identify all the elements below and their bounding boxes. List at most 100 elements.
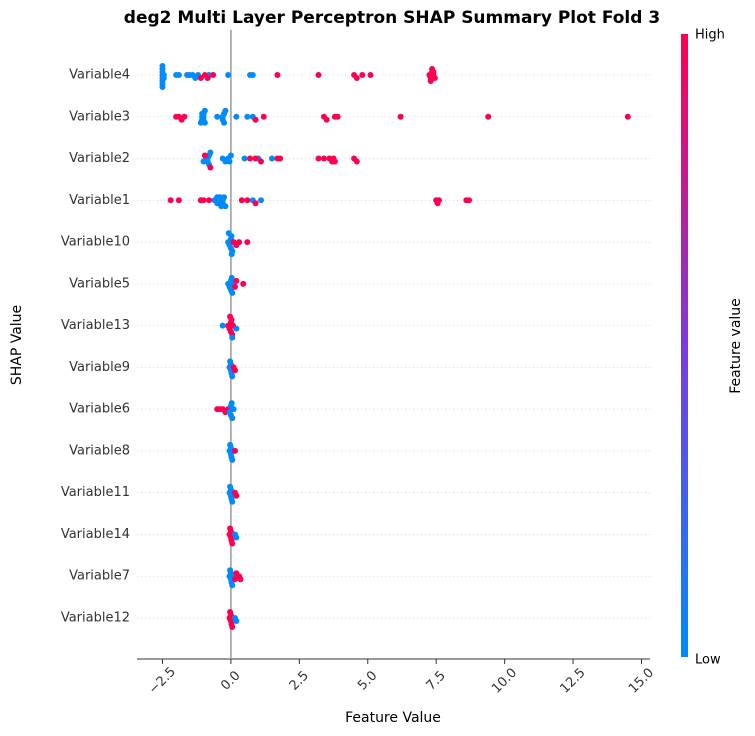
- shap-dot: [222, 107, 229, 114]
- shap-dot: [181, 113, 188, 120]
- shap-dot: [252, 155, 259, 162]
- shap-dot: [260, 113, 267, 120]
- shap-dot: [247, 155, 254, 162]
- shap-dot: [201, 119, 208, 126]
- shap-dot: [229, 582, 236, 589]
- shap-dot: [204, 75, 211, 81]
- shap-dot: [233, 277, 240, 284]
- shap-dot: [233, 534, 240, 541]
- x-tick-label: 10.0: [489, 665, 520, 696]
- shap-dot: [197, 119, 204, 126]
- shap-dot: [353, 75, 360, 81]
- y-tick-label: Variable11: [61, 485, 130, 500]
- shap-dot: [159, 84, 166, 90]
- shap-dot: [200, 197, 207, 204]
- y-tick-label: Variable6: [69, 402, 130, 417]
- shap-dot: [244, 113, 251, 120]
- shap-dot: [219, 322, 226, 329]
- y-tick-label: Variable5: [69, 276, 130, 291]
- y-tick-label: Variable2: [69, 151, 130, 166]
- shap-dot: [252, 200, 259, 207]
- shap-dot: [244, 197, 251, 204]
- shap-dot: [232, 367, 239, 374]
- shap-dot: [226, 158, 233, 165]
- shap-dot: [241, 155, 248, 162]
- shap-dot: [268, 155, 275, 162]
- shap-dot: [229, 498, 236, 505]
- shap-dot: [175, 72, 182, 78]
- shap-dot: [175, 197, 182, 204]
- shap-dot: [359, 72, 366, 78]
- shap-dot: [200, 158, 207, 165]
- y-axis-label: SHAP Value: [9, 305, 25, 385]
- shap-dot: [315, 155, 322, 162]
- shap-dot: [249, 72, 256, 78]
- shap-dot: [227, 483, 234, 490]
- y-tick-label: Variable12: [61, 611, 130, 626]
- y-tick-label: Variable9: [69, 360, 130, 375]
- shap-dot: [227, 441, 234, 448]
- shap-dot: [214, 113, 221, 120]
- shap-dot: [160, 75, 167, 81]
- y-tick-label: Variable1: [69, 193, 130, 208]
- x-tick-label: 15.0: [626, 665, 657, 696]
- shap-dot: [353, 158, 360, 165]
- x-tick-label: −2.5: [146, 665, 179, 698]
- shap-dot: [232, 576, 239, 583]
- shap-dot: [466, 197, 473, 204]
- shap-dot: [320, 155, 327, 162]
- shap-dot: [233, 113, 240, 120]
- shap-dot: [227, 152, 234, 159]
- shap-dot: [228, 400, 235, 407]
- shap-dot: [227, 358, 234, 365]
- shap-dot: [229, 373, 236, 380]
- shap-dot: [334, 113, 341, 120]
- shap-dot: [227, 609, 234, 615]
- shap-dot: [167, 197, 174, 204]
- shap-dot: [227, 525, 234, 532]
- shap-dot: [427, 78, 434, 84]
- shap-dot: [228, 274, 235, 281]
- shap-dot: [238, 197, 245, 204]
- x-axis-label: Feature Value: [345, 710, 441, 726]
- shap-dot: [323, 116, 330, 123]
- colorbar-label: Feature value: [728, 298, 744, 394]
- shap-dot: [225, 72, 232, 78]
- y-tick-label: Variable13: [61, 318, 130, 333]
- shap-dot: [237, 576, 244, 583]
- shap-dot: [233, 325, 240, 332]
- shap-dot: [258, 197, 265, 204]
- chart-title: deg2 Multi Layer Perceptron SHAP Summary…: [124, 8, 660, 28]
- y-tick-label: Variable8: [69, 443, 130, 458]
- shap-dot: [229, 540, 236, 547]
- shap-dot: [252, 116, 259, 123]
- shap-dot: [222, 203, 229, 210]
- shap-dot: [244, 239, 251, 246]
- shap-dot: [233, 618, 240, 624]
- shap-dot: [230, 406, 237, 413]
- shap-dot: [367, 72, 374, 78]
- shap-dot: [159, 63, 166, 69]
- shap-dot: [258, 158, 265, 165]
- colorbar-high: High: [695, 28, 725, 43]
- shap-dot: [201, 152, 208, 159]
- shap-dot: [229, 334, 236, 341]
- x-tick-label: 7.5: [424, 668, 449, 693]
- shap-dot: [434, 200, 441, 207]
- shap-dot: [277, 155, 284, 162]
- shap-dot: [221, 119, 228, 126]
- shap-dot: [430, 69, 437, 75]
- shap-dot: [229, 415, 236, 422]
- shap-dot: [431, 75, 438, 81]
- shap-dot: [207, 164, 214, 171]
- shap-dot: [232, 283, 239, 290]
- x-tick-label: 12.5: [558, 665, 589, 696]
- shap-dot: [227, 313, 234, 320]
- shap-dot: [485, 113, 492, 120]
- shap-dot: [227, 567, 234, 574]
- shap-dot: [240, 280, 247, 287]
- y-tick-label: Variable4: [69, 68, 130, 83]
- x-tick-label: 0.0: [218, 668, 243, 693]
- shap-dot: [315, 72, 322, 78]
